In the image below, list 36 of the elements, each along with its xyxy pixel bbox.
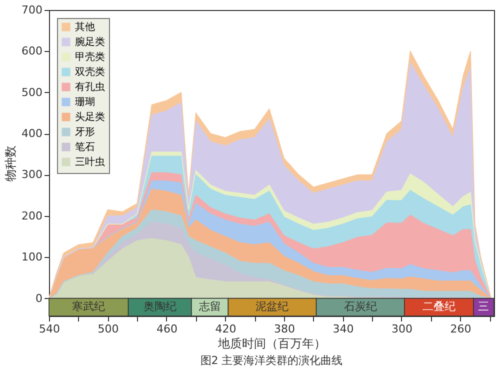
legend-label: 腕足类	[75, 36, 105, 48]
y-tick-label: 200	[22, 209, 42, 222]
band-label: 志留	[198, 300, 221, 314]
x-tick-label: 500	[98, 322, 119, 336]
x-tick-label: 300	[391, 322, 412, 336]
y-tick-label: 600	[22, 44, 42, 58]
legend-label: 笔石	[75, 141, 95, 153]
y-tick-label: 100	[22, 250, 42, 264]
legend-label: 其他	[75, 21, 95, 33]
x-tick-label: 540	[39, 322, 60, 336]
text: 图2 主要海洋类群的演化曲线	[200, 354, 343, 367]
legend-label: 甲壳类	[75, 51, 105, 63]
x-tick-label: 460	[156, 322, 178, 336]
band-label: 泥盆纪	[256, 300, 289, 314]
legend-label: 有孔虫	[75, 81, 105, 93]
x-tick-label: 260	[450, 322, 472, 336]
legend-label: 牙形	[75, 127, 95, 138]
y-axis-title: 物种数	[4, 146, 18, 182]
y-tick-label: 400	[22, 127, 42, 140]
x-axis-title: 地质时间（百万年）	[217, 336, 326, 350]
band-label: 三	[478, 300, 490, 314]
band-label: 奥陶纪	[143, 300, 176, 314]
y-tick-label: 500	[22, 86, 42, 99]
x-tick-label: 380	[274, 322, 295, 336]
legend-label: 头足类	[75, 111, 105, 123]
band-label: 石炭纪	[344, 300, 377, 314]
x-tick-label: 340	[332, 322, 354, 336]
legend-label: 珊瑚	[75, 96, 95, 108]
legend-label: 双壳类	[75, 66, 105, 78]
band-label: 寒武纪	[72, 300, 106, 314]
y-tick-label: 0	[36, 292, 42, 305]
y-tick-label: 300	[22, 168, 42, 182]
legend-label: 三叶虫	[75, 156, 105, 168]
band-label: 二叠纪	[422, 300, 456, 314]
y-tick-label: 700	[22, 4, 42, 16]
x-tick-label: 420	[215, 322, 236, 336]
